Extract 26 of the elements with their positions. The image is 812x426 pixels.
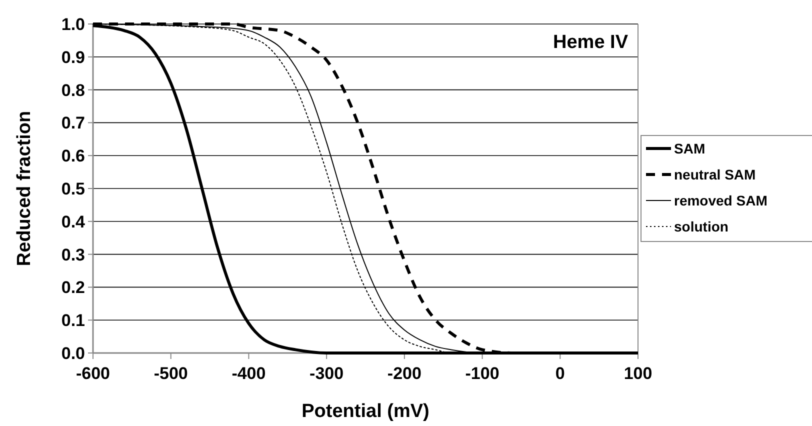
y-tick-label: 1.0 xyxy=(61,15,85,34)
y-tick-label: 0.4 xyxy=(61,212,86,232)
y-axis-title: Reduced fraction xyxy=(14,110,35,266)
x-tick-label: -300 xyxy=(310,364,344,383)
x-tick-label: -600 xyxy=(76,364,110,383)
y-tick-label: 0.7 xyxy=(61,114,85,133)
x-tick-label: -400 xyxy=(232,364,266,383)
x-tick-label: 100 xyxy=(624,364,652,383)
y-tick-label: 0.5 xyxy=(61,180,85,198)
y-tick-label: 0.2 xyxy=(61,278,85,298)
x-tick-label: -500 xyxy=(154,364,188,383)
legend-label: SAM xyxy=(674,140,706,156)
y-tick-label: 0.1 xyxy=(61,311,85,330)
y-tick-label: 0.6 xyxy=(61,146,85,166)
x-tick-label: -100 xyxy=(465,364,500,383)
chart-title: Heme IV xyxy=(553,32,628,53)
y-tick-label: 0.9 xyxy=(61,48,85,67)
x-axis-title: Potential (mV) xyxy=(302,401,430,422)
legend-label: neutral SAM xyxy=(674,166,756,182)
x-tick-label: 0 xyxy=(555,364,565,383)
x-tick-label: -200 xyxy=(387,364,422,383)
y-tick-label: 0.8 xyxy=(61,80,85,100)
legend-label: removed SAM xyxy=(674,192,768,208)
y-tick-label: 0.3 xyxy=(61,245,85,264)
y-tick-label: 0.0 xyxy=(61,344,85,363)
legend-label: solution xyxy=(674,218,728,234)
